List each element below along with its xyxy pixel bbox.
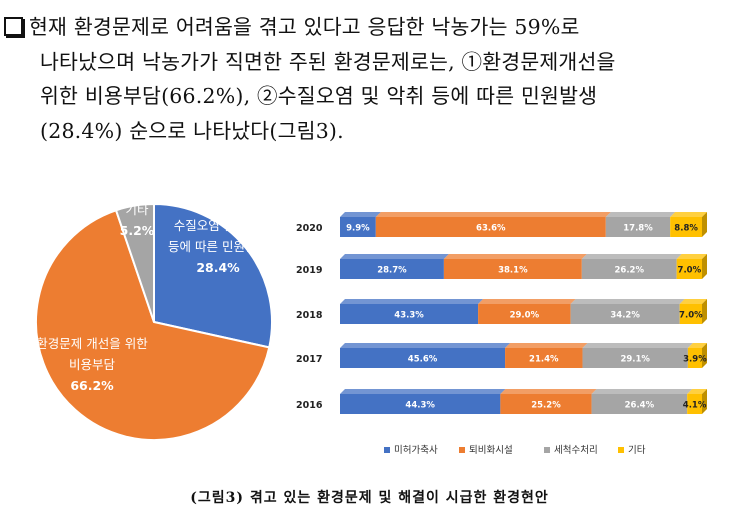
- bar-segment-top: [478, 299, 576, 304]
- bar-data-label: 3.9%: [683, 355, 707, 365]
- bar-segment-top: [679, 299, 707, 304]
- bar-segment-top: [591, 389, 693, 394]
- pie-slice-label: 기타: [125, 202, 149, 217]
- bar-segment-top: [582, 343, 693, 348]
- bar-data-label: 44.3%: [405, 401, 435, 411]
- bar-data-label: 7.0%: [679, 311, 703, 321]
- bar-segment: [570, 304, 680, 324]
- bar-data-label: 28.7%: [377, 266, 407, 276]
- bar-segment: [340, 259, 444, 279]
- bar-segment-side: [702, 389, 707, 414]
- paragraph-line-1: 현재 환경문제로 어려움을 겪고 있다고 응답한 낙농가는 59%로: [4, 10, 734, 45]
- bar-segment-top: [505, 343, 588, 348]
- bar-segment: [443, 259, 582, 279]
- bar-segment: [340, 394, 501, 414]
- pie-value-label: 28.4%: [196, 260, 240, 275]
- bar-data-label: 45.6%: [408, 355, 438, 365]
- bar-segment: [340, 348, 506, 368]
- bar-segment-top: [687, 343, 707, 348]
- bar-segment-top: [670, 212, 707, 217]
- bar-segment-side: [702, 343, 707, 368]
- bar-segment: [605, 217, 671, 237]
- bar-segment-side: [702, 254, 707, 279]
- bar-segment-top: [605, 212, 676, 217]
- bar-segment-top: [340, 254, 449, 259]
- bar-segment-top: [676, 254, 707, 259]
- bar-segment-top: [340, 389, 506, 394]
- bar-data-label: 7.0%: [678, 266, 702, 276]
- bar-segment-top: [340, 343, 511, 348]
- paragraph-line-4: (28.4%) 순으로 나타났다(그림3).: [40, 118, 344, 143]
- paragraph-line-3: 위한 비용부담(66.2%), ②수질오염 및 악취 등에 따른 민원발생: [40, 84, 598, 108]
- bar-category-label: 2017: [296, 354, 322, 365]
- bar-segment-side: [702, 299, 707, 324]
- legend-swatch: [544, 447, 550, 453]
- bar-segment: [679, 304, 702, 324]
- legend-label: 기타: [628, 445, 646, 456]
- bar-segment-top: [687, 389, 707, 394]
- bar-data-label: 63.6%: [476, 224, 506, 234]
- bar-category-label: 2016: [296, 400, 323, 411]
- pie-value-label: 66.2%: [70, 378, 114, 393]
- bar-segment: [582, 348, 688, 368]
- bar-segment: [375, 217, 606, 237]
- legend-label: 세척수처리: [554, 444, 598, 456]
- bar-data-label: 29.1%: [620, 355, 650, 365]
- pie-slice-label: 수질오염 및 악취: [174, 218, 262, 233]
- bar-segment: [676, 259, 702, 279]
- legend-swatch: [459, 447, 465, 453]
- bar-segment-top: [581, 254, 682, 259]
- bar-segment-top: [500, 389, 597, 394]
- pie-value-label: 5.2%: [120, 223, 155, 238]
- bar-segment-top: [340, 212, 381, 217]
- bar-segment-top: [340, 299, 484, 304]
- bar-data-label: 4.1%: [683, 401, 707, 411]
- legend-label: 미허가축사: [394, 445, 438, 456]
- bar-segment: [500, 394, 592, 414]
- bar-category-label: 2018: [296, 310, 323, 321]
- paragraph-line-2: 나타났으며 낙농가가 직면한 주된 환경문제로는, ①환경문제개선을: [40, 49, 616, 74]
- legend-swatch: [384, 447, 390, 453]
- bar-data-label: 26.4%: [625, 401, 655, 411]
- bar-segment-top: [443, 254, 587, 259]
- bar-segment: [478, 304, 571, 324]
- figure-caption: (그림3) 겪고 있는 환경문제 및 해결이 시급한 환경현안: [190, 490, 549, 506]
- bar-segment: [340, 304, 479, 324]
- bar-category-label: 2019: [296, 265, 322, 276]
- stacked-bar-chart: 2020 9.9% 63.6% 17.8% 8.8% 2019 28.7% 38.1% 26.2…: [296, 212, 707, 456]
- bar-data-label: 26.2%: [614, 266, 644, 276]
- bar-data-label: 38.1%: [498, 266, 528, 276]
- bar-segment: [581, 259, 677, 279]
- document-paragraph: 현재 환경문제로 어려움을 겪고 있다고 응답한 낙농가는 59%로 나타났으며…: [4, 10, 734, 148]
- legend-label: 퇴비화시설: [469, 445, 513, 456]
- bar-data-label: 21.4%: [529, 355, 559, 365]
- paragraph-line-1-text: 현재 환경문제로 어려움을 겪고 있다고 응답한 낙농가는 59%로: [29, 15, 580, 39]
- bar-segment: [591, 394, 688, 414]
- bar-category-label: 2020: [296, 223, 323, 234]
- pie-slice: [35, 208, 271, 441]
- bar-segment: [687, 348, 702, 368]
- pie-slice-label: 환경문제 개선을 위한: [36, 336, 148, 351]
- pie-slice-label: 비용부담: [69, 357, 116, 372]
- pie-slice: [114, 202, 155, 323]
- bar-data-label: 9.9%: [346, 224, 370, 234]
- legend-swatch: [618, 447, 624, 453]
- bar-segment: [670, 217, 702, 237]
- bar-segment-top: [570, 299, 685, 304]
- bar-data-label: 29.0%: [510, 311, 540, 321]
- bar-data-label: 43.3%: [394, 311, 424, 321]
- checkbox-bullet-icon: [4, 17, 23, 36]
- bar-data-label: 25.2%: [531, 401, 561, 411]
- bar-data-label: 17.8%: [623, 224, 653, 234]
- bar-segment: [340, 217, 376, 237]
- bar-segment-top: [375, 212, 611, 217]
- bar-segment: [687, 394, 702, 414]
- bar-segment-side: [702, 212, 707, 237]
- pie-slice: [153, 202, 273, 349]
- bar-data-label: 34.2%: [610, 311, 640, 321]
- pie-slice-label: 등에 따른 민원발생: [168, 239, 268, 254]
- bar-data-label: 8.8%: [674, 224, 698, 234]
- bar-segment: [505, 348, 583, 368]
